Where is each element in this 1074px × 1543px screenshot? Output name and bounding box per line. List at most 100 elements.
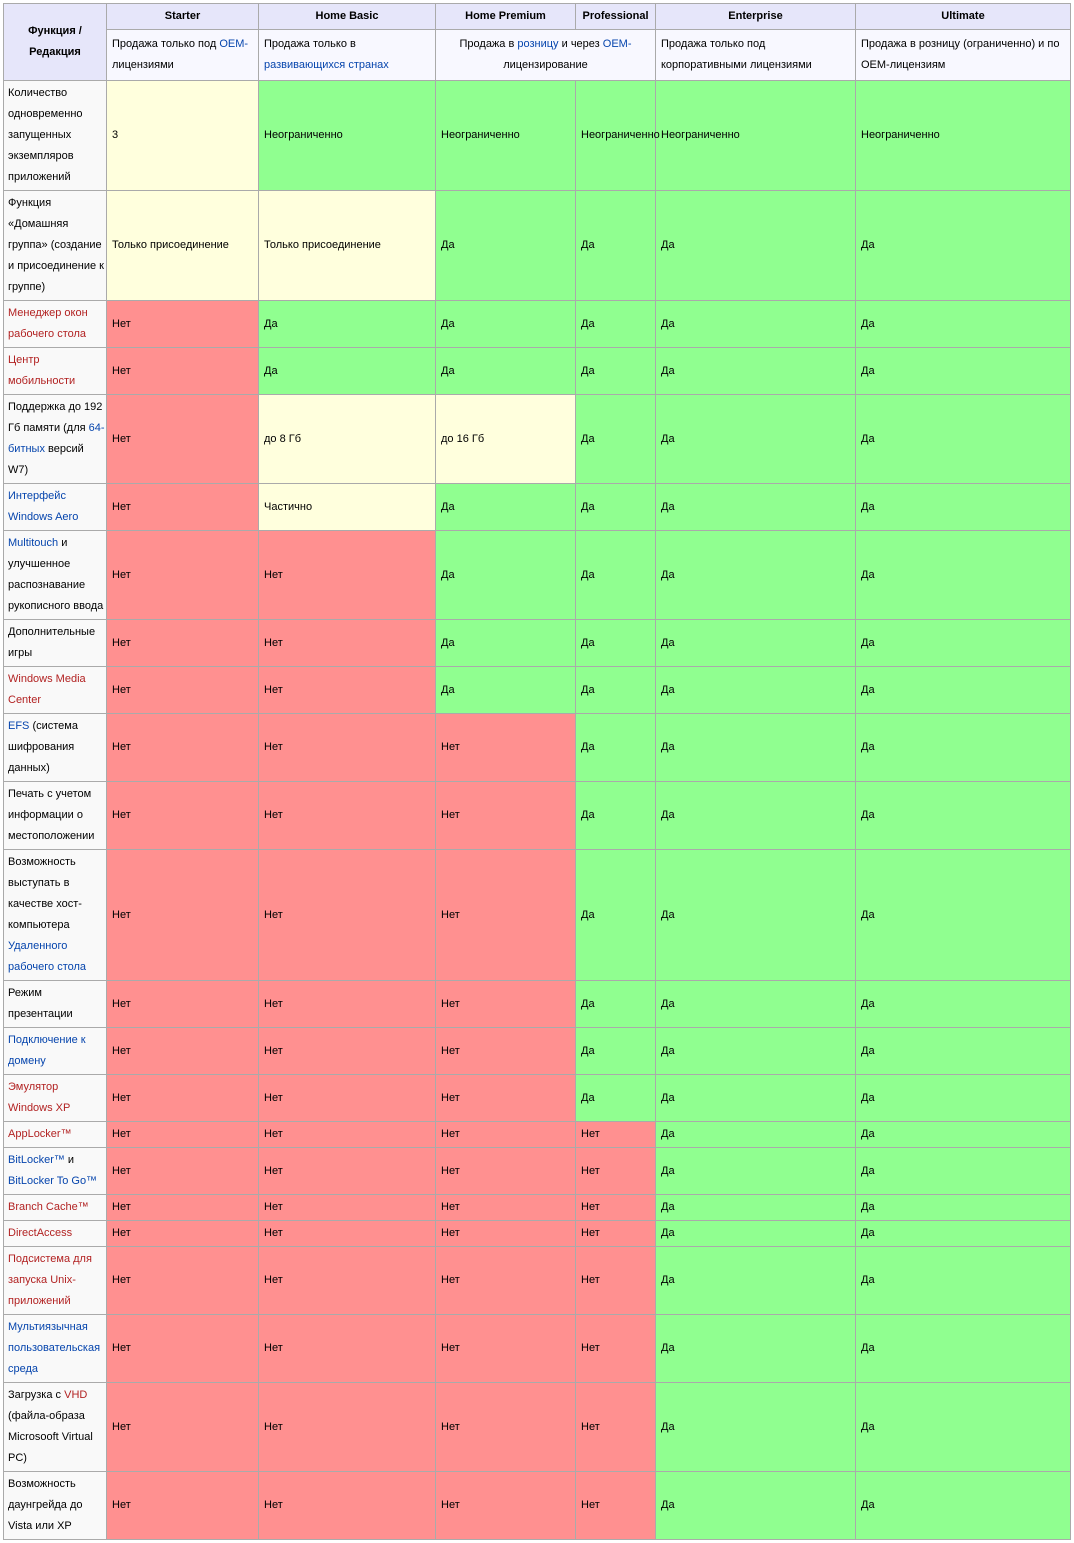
- value-cell: Да: [855, 1220, 1071, 1247]
- value-cell: Нет: [435, 1147, 576, 1195]
- wiki-link[interactable]: Удаленного рабочего стола: [8, 940, 87, 973]
- value-cell: Нет: [575, 1246, 656, 1315]
- table-row: Мультиязычная пользовательская среда Нет Н…: [3, 1314, 1071, 1383]
- wiki-link[interactable]: BitLocker™: [8, 1154, 65, 1166]
- wiki-link[interactable]: VHD: [64, 1389, 88, 1401]
- value-cell: Нет: [575, 1220, 656, 1247]
- value-cell: Неограниченно: [435, 80, 576, 191]
- edition-header-starter: Starter: [106, 3, 259, 30]
- value-cell: Нет: [258, 1121, 436, 1148]
- feature-cell: Режим презентации: [3, 980, 107, 1028]
- value-cell: Неограниченно: [855, 80, 1071, 191]
- wiki-link[interactable]: Центр мобильности: [8, 354, 76, 387]
- wiki-link[interactable]: Интерфейс Windows Aero: [8, 490, 79, 523]
- wiki-link[interactable]: AppLocker™: [8, 1128, 72, 1140]
- value-cell: Нет: [106, 666, 259, 714]
- value-cell: Нет: [435, 1220, 576, 1247]
- value-cell: Да: [855, 394, 1071, 484]
- wiki-link[interactable]: Эмулятор Windows XP: [8, 1081, 71, 1114]
- wiki-link[interactable]: розницу: [517, 38, 559, 50]
- value-cell: Да: [855, 1027, 1071, 1075]
- wiki-link[interactable]: Multitouch: [8, 537, 59, 549]
- value-cell: 3: [106, 80, 259, 191]
- text-segment: Печать с учетом информации о местоположе…: [8, 788, 95, 842]
- table-row: Функция «Домашняя группа» (создание и пр…: [3, 190, 1071, 301]
- edition-header-row: Функция / Редакция Starter Home Basic Home …: [3, 3, 1071, 81]
- table-row: Печать с учетом информации о местоположе…: [3, 781, 1071, 850]
- value-cell: Да: [655, 1382, 856, 1472]
- text-segment: Возможность даунгрейда до Vista или XP: [8, 1478, 83, 1532]
- edition-header-home-basic: Home Basic: [258, 3, 436, 30]
- value-cell: Да: [855, 849, 1071, 981]
- availability-cell: Продажа только под корпоративными лиценз…: [655, 29, 856, 81]
- value-cell: Да: [855, 1194, 1071, 1221]
- text-segment: Продажа в: [459, 38, 518, 50]
- value-cell: Да: [575, 190, 656, 301]
- value-cell: Нет: [435, 781, 576, 850]
- value-cell: Да: [655, 483, 856, 531]
- value-cell: Да: [655, 1147, 856, 1195]
- value-cell: Нет: [575, 1194, 656, 1221]
- feature-cell: BitLocker™ и BitLocker To Go™: [3, 1147, 107, 1195]
- wiki-link[interactable]: развивающихся странах: [264, 59, 389, 71]
- wiki-link[interactable]: 64-битных: [8, 422, 105, 455]
- value-cell: Да: [855, 530, 1071, 620]
- value-cell: Только присоединение: [106, 190, 259, 301]
- value-cell: Частично: [258, 483, 436, 531]
- feature-cell: EFS (система шифрования данных): [3, 713, 107, 782]
- value-cell: Нет: [258, 980, 436, 1028]
- value-cell: Нет: [106, 713, 259, 782]
- value-cell: Да: [855, 619, 1071, 667]
- value-cell: Да: [855, 347, 1071, 395]
- value-cell: Нет: [435, 980, 576, 1028]
- value-cell: Нет: [258, 530, 436, 620]
- wiki-link[interactable]: Подключение к домену: [8, 1034, 86, 1067]
- value-cell: Да: [655, 713, 856, 782]
- value-cell: Да: [855, 1314, 1071, 1383]
- value-cell: Да: [575, 1027, 656, 1075]
- feature-cell: Возможность выступать в качестве хост-ко…: [3, 849, 107, 981]
- wiki-link[interactable]: OEM-: [219, 38, 249, 50]
- wiki-link[interactable]: DirectAccess: [8, 1227, 73, 1239]
- text-segment: Загрузка с: [8, 1389, 65, 1401]
- feature-cell: Интерфейс Windows Aero: [3, 483, 107, 531]
- table-row: BitLocker™ и BitLocker To Go™ Нет Нет Нет Не…: [3, 1147, 1071, 1195]
- feature-cell: Печать с учетом информации о местоположе…: [3, 781, 107, 850]
- value-cell: Да: [575, 980, 656, 1028]
- value-cell: Нет: [106, 530, 259, 620]
- value-cell: Да: [655, 300, 856, 348]
- value-cell: Да: [855, 1471, 1071, 1540]
- value-cell: Нет: [106, 980, 259, 1028]
- wiki-link[interactable]: OEM-: [602, 38, 632, 50]
- value-cell: Да: [855, 483, 1071, 531]
- value-cell: Да: [435, 483, 576, 531]
- wiki-link[interactable]: Windows Media Center: [8, 673, 86, 706]
- feature-cell: Возможность даунгрейда до Vista или XP: [3, 1471, 107, 1540]
- wiki-link[interactable]: Мультиязычная пользовательская среда: [8, 1321, 101, 1375]
- table-row: Количество одновременно запущенных экзем…: [3, 80, 1071, 191]
- value-cell: Да: [655, 1246, 856, 1315]
- wiki-link[interactable]: Подсистема для запуска Unix-приложений: [8, 1253, 92, 1307]
- value-cell: Нет: [575, 1314, 656, 1383]
- value-cell: Да: [435, 190, 576, 301]
- feature-cell: Центр мобильности: [3, 347, 107, 395]
- value-cell: Да: [655, 530, 856, 620]
- value-cell: Да: [258, 300, 436, 348]
- wiki-link[interactable]: Менеджер окон рабочего стола: [8, 307, 88, 340]
- text-segment: Режим презентации: [8, 987, 73, 1020]
- value-cell: Нет: [106, 1194, 259, 1221]
- wiki-link[interactable]: Branch Cache™: [8, 1201, 89, 1213]
- value-cell: Нет: [258, 1314, 436, 1383]
- value-cell: Да: [575, 713, 656, 782]
- feature-cell: Multitouch и улучшенное распознавание ру…: [3, 530, 107, 620]
- value-cell: Да: [855, 190, 1071, 301]
- table-header: Функция / Редакция Starter Home Basic Home …: [3, 3, 1071, 81]
- value-cell: Да: [575, 347, 656, 395]
- table-row: Возможность выступать в качестве хост-ко…: [3, 849, 1071, 981]
- availability-header-row: Продажа только под OEM-лицензиями Продажа…: [4, 29, 1071, 81]
- wiki-link[interactable]: EFS: [8, 720, 30, 732]
- value-cell: Да: [855, 1074, 1071, 1122]
- text-segment: Поддержка до 192 Гб памяти (для: [8, 401, 103, 434]
- wiki-link[interactable]: BitLocker To Go™: [8, 1175, 98, 1187]
- feature-cell: Загрузка с VHD (файла-образа Microsooft …: [3, 1382, 107, 1472]
